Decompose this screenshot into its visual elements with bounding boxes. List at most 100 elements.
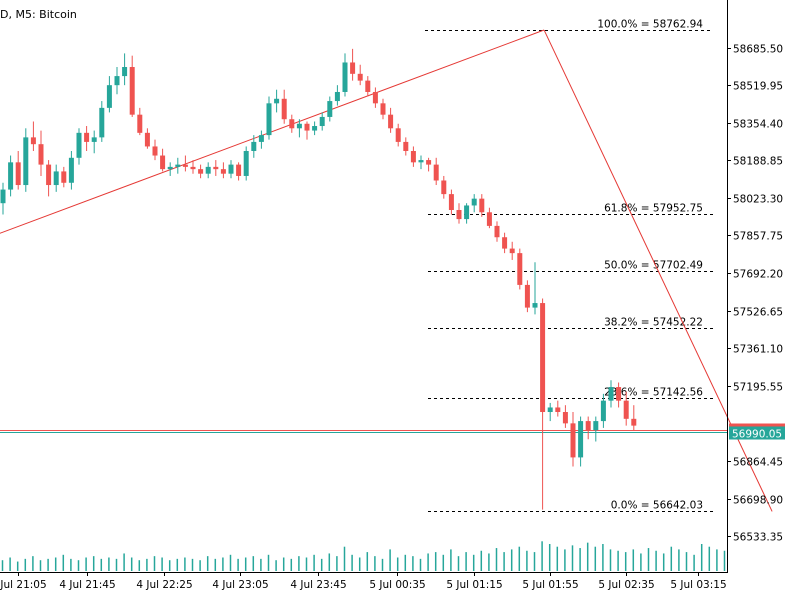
candle — [350, 48, 356, 81]
candle-body — [46, 164, 52, 186]
candle-body — [585, 421, 591, 431]
candle — [327, 96, 333, 122]
candle-body — [547, 407, 553, 413]
candle — [312, 121, 318, 136]
candle — [144, 128, 150, 149]
candle-body — [296, 123, 302, 129]
candle — [357, 64, 363, 86]
candle — [152, 139, 158, 161]
fibonacci-retracement: 100.0% = 58762.94 61.8% = 57952.75 50.0% =… — [425, 19, 713, 512]
candle-body — [388, 114, 394, 129]
candle-body — [623, 400, 629, 419]
candle — [76, 128, 82, 165]
candle-body — [129, 67, 135, 115]
candle-body — [357, 73, 363, 81]
candle-body — [502, 237, 508, 249]
fib-level-label: 100.0% = 58762.94 — [597, 19, 703, 31]
candle-body — [456, 210, 462, 220]
candle-body — [479, 198, 485, 213]
candle-body — [281, 98, 287, 120]
candle-body — [190, 166, 196, 170]
candle — [251, 135, 257, 158]
candle — [84, 126, 90, 151]
candle-body — [266, 103, 272, 136]
candle — [479, 194, 485, 217]
candle — [509, 241, 515, 260]
candle — [585, 416, 591, 440]
candle — [441, 175, 447, 199]
candle-body — [570, 423, 576, 458]
candle-body — [350, 62, 356, 74]
x-tick-label: 5 Jul 03:15 — [670, 579, 726, 591]
candle-body — [555, 407, 561, 413]
candle — [137, 107, 143, 136]
candle-body — [30, 137, 36, 145]
candle — [395, 123, 401, 147]
candle-body — [334, 91, 340, 102]
current-price-badge-text: 56990.05 — [732, 429, 782, 441]
candle — [122, 53, 128, 86]
candle-body — [228, 164, 234, 174]
chart-title: D, M5: Bitcoin — [0, 8, 77, 21]
candle — [410, 146, 416, 167]
x-axis-ticks: 4 Jul 21:05 4 Jul 21:45 4 Jul 22:25 4 Jul 2… — [0, 572, 727, 591]
volume-histogram — [1, 541, 726, 571]
candle-body — [198, 169, 204, 174]
y-tick-label: 56533.35 — [733, 532, 783, 544]
candle — [8, 155, 14, 197]
candle-body — [182, 164, 188, 167]
candle-body — [61, 171, 67, 183]
y-tick-label: 58023.30 — [733, 194, 783, 206]
candle — [600, 393, 606, 428]
candle — [524, 280, 530, 313]
candle — [608, 380, 614, 408]
fib-level-label: 0.0% = 56642.03 — [611, 500, 703, 512]
candle — [540, 298, 546, 510]
candle-body — [616, 387, 622, 401]
y-tick-label: 57857.75 — [733, 231, 783, 243]
candle-body — [517, 253, 523, 285]
x-tick-label: 5 Jul 01:55 — [522, 579, 578, 591]
candle-body — [205, 166, 211, 174]
candle — [46, 160, 52, 197]
candle — [433, 157, 439, 186]
fib-level-label: 38.2% = 57452.22 — [604, 317, 703, 329]
candle — [426, 157, 432, 172]
candle-body — [608, 387, 614, 401]
candle — [213, 160, 219, 176]
candle — [448, 189, 454, 215]
y-axis-ticks: 58685.50 58519.95 58354.40 58188.85 58023.30… — [727, 44, 783, 544]
y-tick-label: 58188.85 — [733, 156, 783, 168]
candle — [53, 164, 59, 192]
candle-body — [418, 160, 424, 163]
y-tick-label: 56698.90 — [733, 495, 783, 507]
candle — [593, 416, 599, 442]
candle — [61, 166, 67, 188]
candle — [114, 67, 120, 95]
candle-body — [175, 164, 181, 167]
candle-body — [433, 164, 439, 181]
fib-level-label: 23.6% = 57142.56 — [604, 387, 703, 399]
candle-body — [243, 150, 249, 176]
candle — [258, 130, 264, 149]
candle — [502, 232, 508, 254]
candle-body — [532, 303, 538, 308]
candle — [388, 107, 394, 133]
candle — [494, 221, 500, 242]
candle-body — [319, 116, 325, 127]
candle — [547, 402, 553, 422]
candle-body — [441, 180, 447, 195]
candle-body — [38, 144, 44, 165]
candle — [99, 101, 105, 142]
x-tick-label: 4 Jul 23:45 — [290, 579, 346, 591]
candle-body — [114, 76, 120, 86]
candle-body — [15, 162, 21, 186]
candle — [372, 87, 378, 108]
candle-body — [600, 400, 606, 422]
fib-level-label: 61.8% = 57952.75 — [604, 203, 703, 215]
candle — [471, 194, 477, 213]
candle-body — [327, 101, 333, 117]
candle — [464, 203, 470, 224]
x-tick-label: 4 Jul 22:25 — [136, 579, 192, 591]
